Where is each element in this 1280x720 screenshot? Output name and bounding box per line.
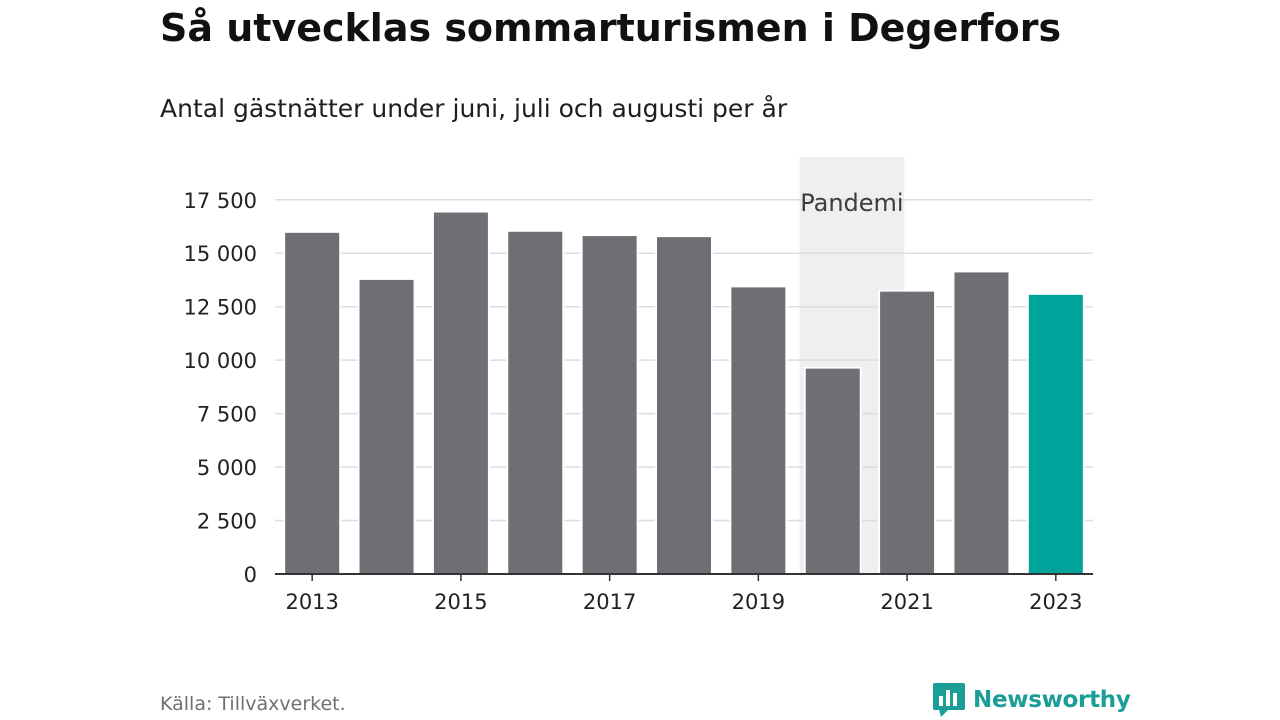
y-tick-label: 2 500 [197, 510, 257, 534]
x-tick-label: 2017 [583, 590, 636, 614]
newsworthy-logo-icon [933, 683, 965, 717]
y-tick-label: 10 000 [184, 349, 257, 373]
x-tick-label: 2015 [434, 590, 487, 614]
chart-subtitle: Antal gästnätter under juni, juli och au… [160, 94, 788, 123]
chart-title: Så utvecklas sommarturismen i Degerfors [160, 6, 1062, 50]
x-tick-label: 2023 [1029, 590, 1082, 614]
y-tick-label: 17 500 [184, 189, 257, 213]
bar-2022 [952, 270, 1011, 575]
bar-2015 [431, 210, 490, 575]
bar-2023 [1026, 292, 1085, 575]
bar-chart: 0 2 500 5 000 7 500 10 000 12 500 15 000 17 500… [184, 157, 1093, 614]
brand-name: Newsworthy [973, 687, 1131, 713]
y-tick-label: 12 500 [184, 296, 257, 320]
x-tick-label: 2019 [732, 590, 785, 614]
bar-layer [283, 210, 1085, 576]
bar-2019 [729, 285, 788, 575]
bar-2014 [357, 277, 416, 575]
annotation-label: Pandemi [800, 189, 903, 217]
bar-2018 [655, 235, 713, 575]
x-tick-label: 2021 [880, 590, 933, 614]
bar-2017 [580, 234, 639, 576]
bar-2016 [506, 229, 565, 575]
x-tick-layer: 2013 2015 2017 2019 2021 2023 [285, 574, 1083, 614]
bar-2020 [803, 366, 862, 575]
bar-2021 [878, 289, 937, 575]
y-tick-label: 7 500 [197, 403, 257, 427]
x-tick-label: 2013 [285, 590, 338, 614]
y-tick-label: 0 [244, 563, 257, 587]
bar-2013 [283, 230, 342, 575]
y-tick-layer: 0 2 500 5 000 7 500 10 000 12 500 15 000 17 500 [184, 189, 257, 587]
brand-logo: Newsworthy [933, 683, 1131, 717]
y-tick-label: 15 000 [184, 242, 257, 266]
y-tick-label: 5 000 [197, 456, 257, 480]
annotation-label-layer: Pandemi [800, 189, 903, 217]
source-note: Källa: Tillväxverket. [160, 693, 346, 715]
